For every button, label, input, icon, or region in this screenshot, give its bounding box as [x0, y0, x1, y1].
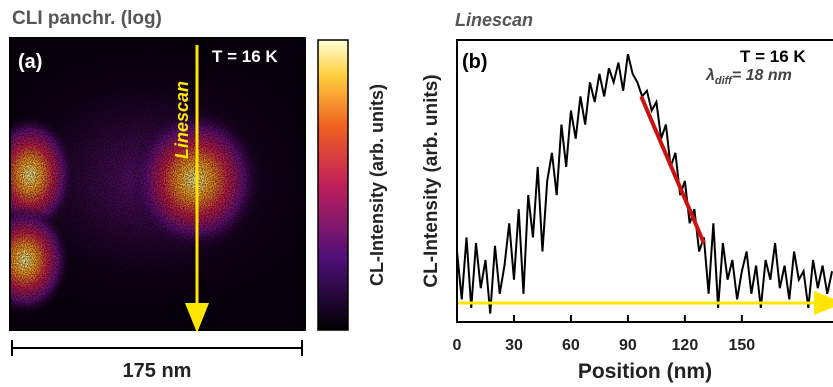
y-axis-label: CL-Intensity (arb. units) [421, 74, 442, 287]
chart-title: Linescan [455, 10, 533, 30]
x-tick-label: 0 [453, 337, 462, 354]
temperature: T = 16 K [740, 47, 806, 66]
image-title: CLI panchr. (log) [12, 8, 162, 29]
x-tick-label: 60 [562, 337, 580, 354]
linescan-label: Linescan [172, 81, 192, 159]
data-line [457, 53, 833, 314]
scale-bar [11, 340, 303, 356]
annotation-text: = 18 nm [732, 67, 792, 84]
x-tick-label: 90 [619, 337, 637, 354]
x-axis-label: Position (nm) [578, 360, 712, 383]
image-frame [9, 37, 306, 331]
fit-line [639, 95, 706, 244]
annotation-symbol: λ [705, 67, 715, 84]
x-tick-label: 120 [672, 337, 699, 354]
annotation-subscript: diff [715, 75, 733, 87]
colorbar [317, 39, 349, 331]
temperature: T = 16 K [212, 47, 278, 66]
plot-frame [456, 39, 833, 323]
plot-area [457, 53, 833, 315]
annotation: λdiff= 18 nm [705, 67, 792, 87]
x-tick-label: 150 [728, 337, 755, 354]
panel-label: (b) [462, 51, 488, 73]
panel-label: (a) [18, 51, 42, 73]
scale-bar-label: 175 nm [123, 360, 192, 382]
plot [457, 53, 833, 315]
heatmap [10, 38, 305, 330]
colorbar-label: CL-Intensity (arb. units) [367, 84, 387, 286]
x-tick-label: 30 [505, 337, 523, 354]
